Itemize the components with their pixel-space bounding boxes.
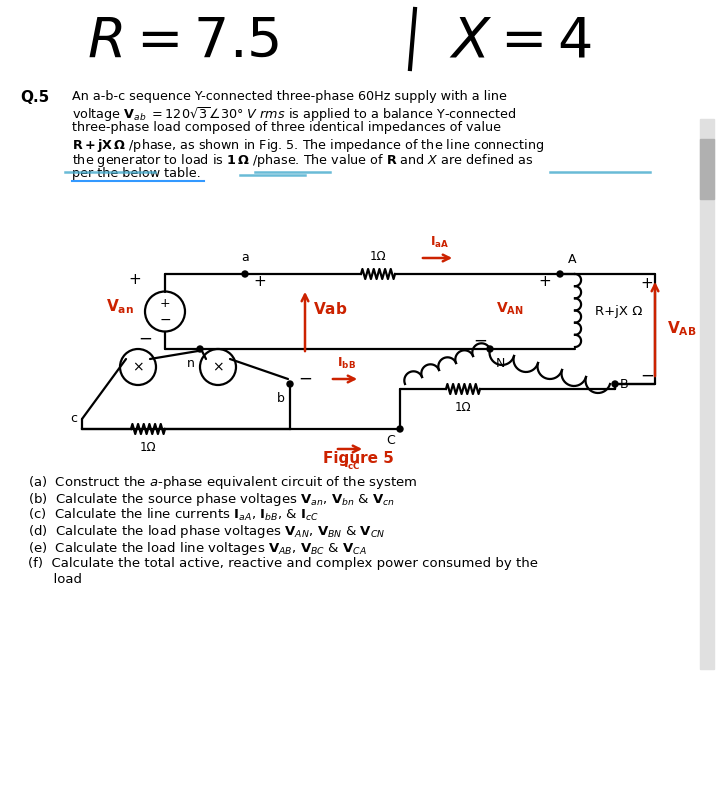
Text: (c)  Calculate the line currents $\mathbf{I}_{aA}$, $\mathbf{I}_{bB}$, & $\mathb: (c) Calculate the line currents $\mathbf… [28, 507, 319, 523]
Text: ×: × [212, 360, 224, 374]
Text: B: B [620, 377, 629, 391]
Text: $R = 7.5$: $R = 7.5$ [87, 14, 279, 69]
Text: −: − [138, 330, 152, 348]
Text: −: − [159, 312, 171, 327]
Text: voltage $\mathbf{V}_{ab}$ $= 120\sqrt{3}\angle 30°\ V\ rms$ is applied to a bala: voltage $\mathbf{V}_{ab}$ $= 120\sqrt{3}… [72, 105, 516, 125]
Text: b: b [277, 392, 285, 405]
Text: R+jX Ω: R+jX Ω [595, 305, 642, 318]
Circle shape [557, 271, 563, 277]
Text: $\mathbf{Vab}$: $\mathbf{Vab}$ [313, 301, 347, 317]
Text: Q.5: Q.5 [20, 90, 49, 105]
Text: $\mathbf{I_{cC}}$: $\mathbf{I_{cC}}$ [343, 457, 361, 472]
Text: c: c [70, 412, 77, 426]
Text: −: − [473, 332, 487, 350]
Text: +: + [160, 297, 170, 310]
Bar [700, 139, 714, 199]
Text: C: C [386, 434, 395, 447]
Text: +: + [538, 273, 551, 288]
Text: $\mathbf{V_{AB}}$: $\mathbf{V_{AB}}$ [667, 320, 697, 338]
Text: 1Ω: 1Ω [369, 250, 387, 263]
Circle shape [197, 346, 203, 352]
Text: load: load [28, 573, 82, 586]
Text: An a-b-c sequence Y-connected three-phase 60Hz supply with a line: An a-b-c sequence Y-connected three-phas… [72, 90, 507, 103]
Text: +: + [129, 272, 141, 287]
Text: $X = 4$: $X = 4$ [449, 14, 591, 69]
Text: +: + [253, 273, 266, 288]
Bar [700, 119, 714, 669]
Text: three-phase load composed of three identical impedances of value: three-phase load composed of three ident… [72, 121, 501, 134]
Text: −: − [640, 367, 654, 385]
Text: Figure 5: Figure 5 [323, 451, 393, 467]
Text: $\mathbf{I_{bB}}$: $\mathbf{I_{bB}}$ [337, 356, 357, 371]
Text: $\mathbf{I_{aA}}$: $\mathbf{I_{aA}}$ [430, 235, 450, 250]
Text: A: A [568, 253, 576, 266]
Text: 1Ω: 1Ω [140, 441, 156, 454]
Text: (f)  Calculate the total active, reactive and complex power consumed by the: (f) Calculate the total active, reactive… [28, 556, 538, 570]
Circle shape [287, 381, 293, 387]
Circle shape [612, 381, 618, 387]
Text: (d)  Calculate the load phase voltages $\mathbf{V}_{AN}$, $\mathbf{V}_{BN}$ & $\: (d) Calculate the load phase voltages $\… [28, 523, 385, 540]
Text: −: − [298, 370, 312, 388]
Text: $\mathbf{R + jX\,\Omega}$ /phase, as shown in Fig. 5. The impedance of the line : $\mathbf{R + jX\,\Omega}$ /phase, as sho… [72, 137, 544, 153]
Text: 1Ω: 1Ω [455, 401, 471, 414]
Text: the generator to load is $\mathbf{1\,\Omega}$ /phase. The value of $\mathbf{R}$ : the generator to load is $\mathbf{1\,\Om… [72, 152, 533, 169]
Circle shape [242, 271, 248, 277]
Circle shape [487, 346, 493, 352]
Text: per the below table.: per the below table. [72, 168, 200, 181]
Text: ×: × [132, 360, 144, 374]
Text: $\mathbf{V_{an}}$: $\mathbf{V_{an}}$ [106, 297, 134, 316]
Text: n: n [187, 357, 195, 370]
Text: +: + [641, 276, 654, 292]
Text: a: a [241, 251, 249, 264]
Text: $\mathbf{V_{AN}}$: $\mathbf{V_{AN}}$ [496, 300, 524, 317]
Text: (b)  Calculate the source phase voltages $\mathbf{V}_{an}$, $\mathbf{V}_{bn}$ & : (b) Calculate the source phase voltages … [28, 491, 395, 507]
Circle shape [397, 426, 403, 432]
Text: N: N [496, 357, 505, 370]
Text: (a)  Construct the $\it{a}$-phase equivalent circuit of the system: (a) Construct the $\it{a}$-phase equival… [28, 474, 417, 491]
Text: (e)  Calculate the load line voltages $\mathbf{V}_{AB}$, $\mathbf{V}_{BC}$ & $\m: (e) Calculate the load line voltages $\m… [28, 540, 367, 557]
